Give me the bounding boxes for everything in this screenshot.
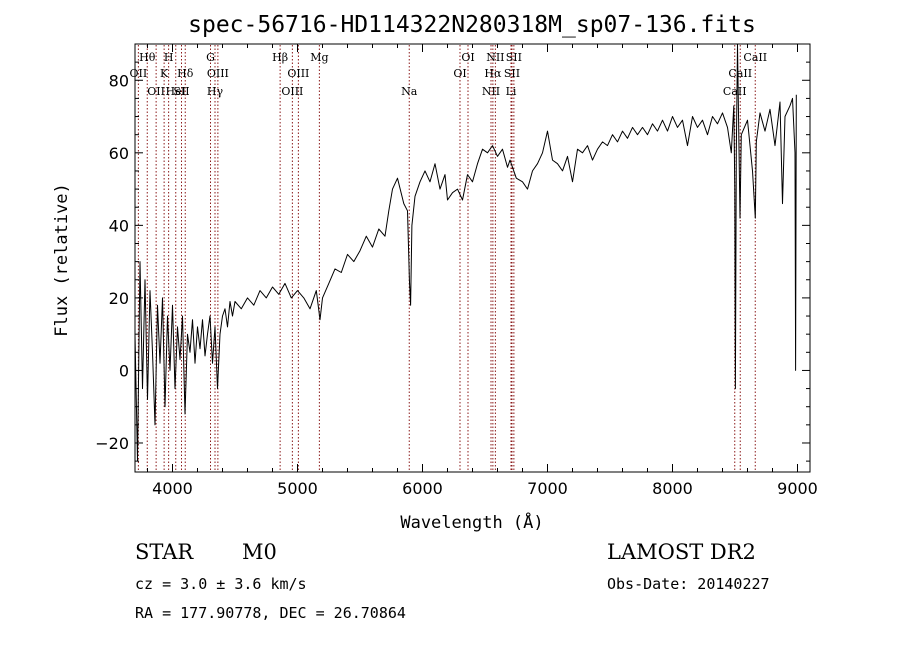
x-tick-label: 5000	[277, 479, 318, 498]
spectral-line-label: NII	[482, 85, 500, 98]
y-tick-label: 20	[109, 289, 129, 308]
x-tick-label: 7000	[527, 479, 568, 498]
coordinates: RA = 177.90778, DEC = 26.70864	[135, 604, 406, 622]
spectrum-series	[134, 43, 797, 462]
plot-frame	[134, 43, 811, 473]
spectral-line-label: Hδ	[177, 67, 194, 80]
spectrum-line	[134, 43, 797, 462]
spectral-line-label: CaII	[723, 85, 747, 98]
spectral-line-label: Li	[506, 85, 517, 98]
spectral-line-label: H	[164, 51, 174, 64]
y-axis-label: Flux (relative)	[52, 183, 72, 337]
x-tick-label: 4000	[152, 479, 193, 498]
spectral-line-label: OIII	[281, 85, 303, 98]
x-tick-label: 9000	[777, 479, 818, 498]
chart-title: spec-56716-HD114322N280318M_sp07-136.fit…	[188, 12, 756, 38]
spectral-line-label: Hθ	[139, 51, 156, 64]
spectral-line-labels: OIIHθOIIKHHeISIIHδGHγOIIIHβOIIIOIIIMgNaO…	[130, 51, 768, 98]
object-subclass: M0	[242, 540, 277, 564]
x-axis-ticks: 4000 5000 6000 7000 8000 9000	[147, 44, 818, 498]
spectral-line-label: Na	[401, 85, 418, 98]
spectral-line-label: OIII	[207, 67, 229, 80]
x-axis-label: Wavelength (Å)	[400, 511, 543, 533]
y-tick-label: −20	[95, 434, 129, 453]
spectral-line-label: Hγ	[207, 85, 224, 98]
x-tick-label: 6000	[402, 479, 443, 498]
spectral-line-label: OII	[130, 67, 148, 80]
spectral-line-label: K	[160, 67, 169, 80]
survey-name: LAMOST DR2	[607, 540, 756, 564]
spectral-line-label: G	[206, 51, 215, 64]
object-class: STAR	[135, 540, 194, 564]
y-tick-label: 80	[109, 71, 129, 90]
spectral-line-label: OI	[461, 51, 474, 64]
y-tick-label: 60	[109, 144, 129, 163]
spectral-line-label: OI	[453, 67, 466, 80]
spectral-line-label: SII	[173, 85, 189, 98]
spectral-line-label: SII	[504, 67, 520, 80]
x-tick-label: 8000	[652, 479, 693, 498]
y-axis-ticks: −20 0 20 40 60 80	[95, 43, 810, 462]
spectral-line-label: CaII	[743, 51, 767, 64]
spectral-line-label: SII	[506, 51, 522, 64]
spectral-line-label: Mg	[310, 51, 328, 64]
spectral-line-label: Hα	[484, 67, 502, 80]
observation-date: Obs-Date: 20140227	[607, 575, 770, 593]
y-tick-label: 0	[119, 361, 129, 380]
spectral-line-label: OIII	[287, 67, 309, 80]
y-tick-label: 40	[109, 216, 129, 235]
spectral-line-label: CaII	[728, 67, 752, 80]
redshift-velocity: cz = 3.0 ± 3.6 km/s	[135, 575, 307, 593]
spectral-line-label: OII	[147, 85, 165, 98]
spectral-line-label: HeI	[166, 85, 186, 98]
spectral-lines	[137, 45, 756, 471]
spectral-line-label: NII	[486, 51, 504, 64]
spectral-line-label: Hβ	[272, 51, 288, 64]
